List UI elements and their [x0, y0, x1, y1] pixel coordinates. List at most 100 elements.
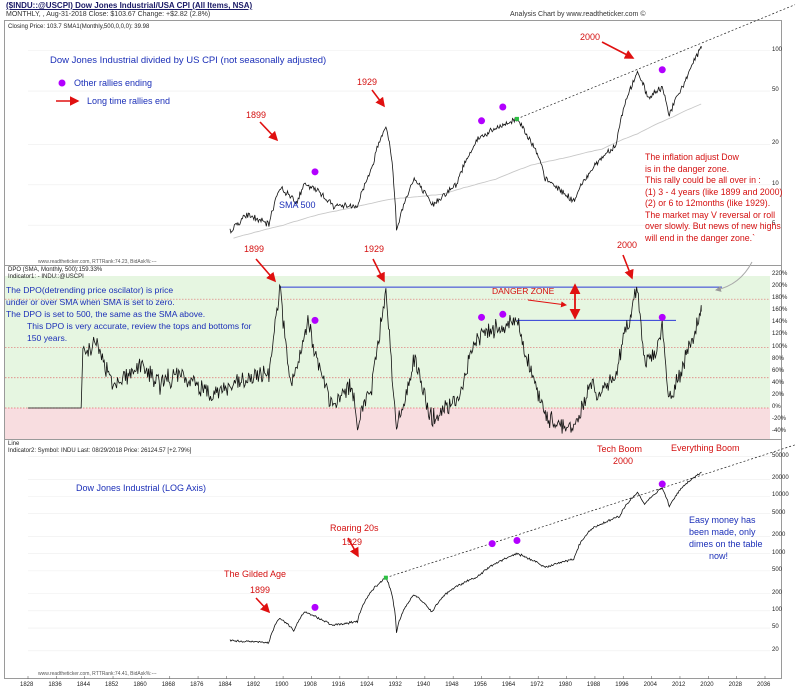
x-tick-label: 2036	[757, 682, 771, 688]
panel3-indicator: Indicator2: Symbol: INDU Last: 08/29/201…	[8, 448, 192, 454]
x-tick-label: 1852	[105, 682, 119, 688]
dpo-note-line: This DPO is very accurate, review the to…	[27, 321, 252, 331]
x-tick-label: 2012	[671, 682, 686, 688]
dow-log-layer	[27, 444, 796, 679]
arrow-2000-dpo	[622, 254, 634, 280]
p2-ytick: 140%	[772, 319, 788, 326]
legend-dot	[58, 79, 66, 87]
p3-year-1929: 1929	[342, 537, 363, 547]
p1-rally-dot	[499, 103, 507, 111]
p3-ytick: 20000	[772, 475, 789, 482]
x-tick-label: 1916	[331, 682, 346, 688]
p2-ytick: 0%	[772, 404, 781, 410]
chart-credit: Analysis Chart by www.readtheticker.com …	[510, 11, 646, 18]
p2-ytick: 120%	[772, 331, 788, 338]
x-tick-label: 1956	[473, 682, 487, 688]
comment-line: The inflation adjust Dow	[645, 152, 739, 162]
x-tick-label: 2004	[643, 682, 657, 688]
comment-line: The market may V reversal or roll	[645, 209, 776, 220]
comment-line: (1) 3 - 4 years (like 1899 and 2000)	[645, 186, 783, 197]
p1-ytick: 100	[772, 46, 783, 53]
p1-year-1929: 1929	[357, 77, 378, 87]
panel3-watermark: www.readtheticker.com, RTTRank:74.41, Bi…	[38, 671, 157, 677]
panel3-title: Dow Jones Industrial (LOG Axis)	[76, 483, 207, 493]
p2-ytick: 220%	[772, 271, 788, 277]
p3-rally-dot	[658, 480, 666, 488]
p1-ytick: 5	[772, 221, 776, 228]
dpo-note-line: under or over SMA when SMA is set to zer…	[6, 297, 175, 307]
gilded-age-label: The Gilded Age	[224, 569, 287, 579]
x-tick-label: 1860	[133, 682, 147, 688]
arrow-1899-dpo	[255, 258, 277, 283]
p3-ytick: 2000	[772, 532, 786, 539]
x-tick-label: 1948	[445, 682, 459, 688]
danger-label-arrow	[527, 299, 567, 308]
p3-year-2000: 2000	[613, 456, 634, 466]
panel1-legend: Closing Price: 103.7 SMA1(Monthly,500,0,…	[8, 24, 150, 30]
p2-ytick: 200%	[772, 283, 788, 290]
x-tick-label: 1964	[501, 682, 516, 688]
comment-line: (2) or 6 to 12months (like 1929).	[645, 198, 771, 208]
x-tick-label: 1972	[530, 682, 544, 688]
p3-year-1899: 1899	[250, 585, 271, 595]
p3-ytick: 50	[772, 624, 779, 631]
easy-money-note: Easy money has been made, only dimes on …	[689, 514, 763, 562]
p2-ytick: 80%	[772, 355, 785, 362]
p2-rally-dot	[478, 313, 486, 321]
x-tick-label: 1988	[586, 682, 601, 688]
chart-subtitle: MONTHLY, , Aug-31-2018 Close: $103.67 Ch…	[6, 11, 211, 18]
p2-ytick: 100%	[772, 343, 788, 350]
p2-year-1899: 1899	[244, 244, 265, 254]
p1-ytick: 50	[772, 87, 779, 94]
dow-line	[229, 471, 702, 645]
comment-line: over slowly. But news of new highs	[645, 221, 781, 231]
p2-year-1929: 1929	[364, 244, 385, 254]
panel2-legend: DPO (SMA, Monthly, 500):159.33%	[8, 267, 103, 273]
danger-zone-label: DANGER ZONE	[492, 286, 555, 296]
arrow-1929-top	[371, 89, 385, 108]
panel2-indicator: Indicator1: - INDU::@USCPI	[8, 274, 84, 280]
p2-ytick: -40%	[772, 428, 787, 435]
p2-rally-dot	[658, 313, 666, 321]
x-tick-label: 1940	[416, 682, 431, 688]
p1-trendline	[516, 4, 796, 120]
panel1-title: Dow Jones Industrial divided by US CPI (…	[50, 55, 327, 66]
p1-ytick: 10	[772, 180, 779, 187]
inflation-comment: The inflation adjust Dow is in the dange…	[645, 152, 782, 244]
p2-ytick: 20%	[772, 391, 785, 398]
dpo-note-line: The DPO(detrending price oscilator) is p…	[6, 285, 174, 295]
p3-rally-dot	[488, 540, 496, 548]
legend-long-rallies: Long time rallies end	[87, 96, 171, 106]
x-tick-label: 1900	[275, 682, 289, 688]
p1-ytick: 20	[772, 140, 779, 147]
chart-title: ($INDU::@USCPI) Dow Jones Industrial/USA…	[6, 1, 253, 10]
dpo-negative-zone	[5, 408, 770, 439]
panel-dow-log	[4, 439, 782, 679]
p3-ytick: 20	[772, 646, 779, 653]
arrow-1899-dow	[255, 597, 271, 614]
x-tick-label: 1876	[190, 682, 204, 688]
p3-rally-dot	[513, 536, 521, 544]
dpo-layer	[5, 283, 770, 434]
p3-ytick: 1000	[772, 549, 786, 556]
dpo-note-line: 150 years.	[27, 333, 68, 343]
ratio-price-line	[229, 45, 702, 234]
arrow-1929-dow	[347, 537, 359, 558]
arrow-1929-dpo	[372, 258, 385, 283]
roaring-20s-label: Roaring 20s	[330, 523, 379, 533]
sma-500-label: SMA 500	[279, 200, 316, 210]
easy-line: been made, only	[689, 527, 756, 537]
p3-ytick: 10000	[772, 492, 789, 499]
p1-year-2000: 2000	[580, 32, 601, 42]
x-tick-label: 1924	[360, 682, 374, 688]
comment-line: is in the danger zone.	[645, 163, 730, 174]
x-tick-label: 1932	[388, 682, 402, 688]
x-tick-label: 1892	[246, 682, 261, 688]
easy-line: now!	[709, 551, 729, 561]
arrow-1899-top	[259, 121, 279, 142]
x-tick-label: 2020	[700, 682, 714, 688]
p1-rally-dot	[658, 66, 666, 74]
panel3-legend: Line	[8, 441, 20, 447]
x-tick-label: 2028	[728, 682, 742, 688]
